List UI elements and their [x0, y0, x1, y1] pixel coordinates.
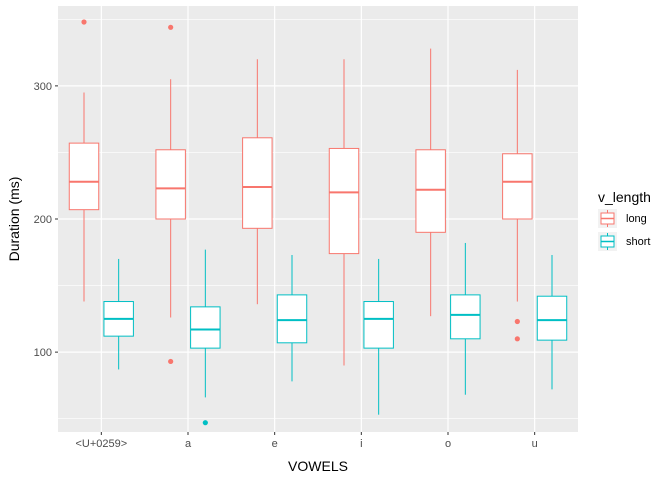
- box-short-4: [450, 242, 481, 395]
- box-short-5: [536, 254, 568, 390]
- y-tick-label: 100: [34, 347, 52, 359]
- box-long-1: [155, 24, 186, 365]
- box-iqr: [536, 295, 568, 341]
- box-iqr: [190, 306, 221, 349]
- x-tick-label: <U+0259>: [75, 438, 127, 450]
- box-iqr: [450, 294, 481, 340]
- box-iqr: [415, 149, 446, 233]
- x-tick-label: a: [185, 438, 192, 450]
- legend-key-short: [598, 232, 617, 251]
- y-tick-label: 300: [34, 81, 52, 93]
- box-short-2: [276, 254, 308, 382]
- box-iqr: [502, 153, 533, 220]
- box-iqr: [155, 149, 186, 220]
- box-long-4: [415, 48, 446, 317]
- y-tick-label: 200: [34, 214, 52, 226]
- legend-key-long: [598, 209, 617, 228]
- outlier-point: [514, 336, 520, 342]
- box-long-3: [328, 59, 360, 366]
- x-tick-label: o: [445, 438, 451, 450]
- box-long-5: [502, 69, 533, 342]
- box-short-3: [363, 258, 394, 415]
- box-short-1: [190, 249, 221, 426]
- x-tick-label: u: [532, 438, 538, 450]
- box-iqr: [328, 147, 360, 255]
- x-axis-ticks: <U+0259> a e i o u: [75, 432, 538, 450]
- grid-lines: [58, 6, 578, 432]
- outlier-point: [168, 358, 174, 365]
- legend: v_length long short: [598, 189, 651, 251]
- outlier-point: [202, 420, 208, 426]
- box-short-0: [103, 258, 134, 370]
- box-iqr: [363, 301, 394, 349]
- box-long-0: [68, 19, 100, 302]
- legend-label-short: short: [626, 236, 650, 248]
- outlier-point: [514, 318, 520, 325]
- box-iqr: [242, 137, 273, 229]
- legend-label-long: long: [626, 213, 647, 225]
- x-tick-label: e: [272, 438, 278, 450]
- box-long-2: [242, 59, 273, 305]
- y-axis-title: Duration (ms): [6, 177, 22, 262]
- outlier-point: [168, 24, 174, 30]
- y-axis-ticks: 100 200 300: [34, 81, 58, 359]
- x-tick-label: i: [360, 438, 362, 450]
- legend-title: v_length: [598, 189, 651, 205]
- box-iqr: [276, 294, 308, 344]
- box-iqr: [68, 142, 100, 211]
- outlier-point: [81, 19, 87, 25]
- x-axis-title: VOWELS: [288, 458, 348, 474]
- box-groups: [68, 19, 568, 426]
